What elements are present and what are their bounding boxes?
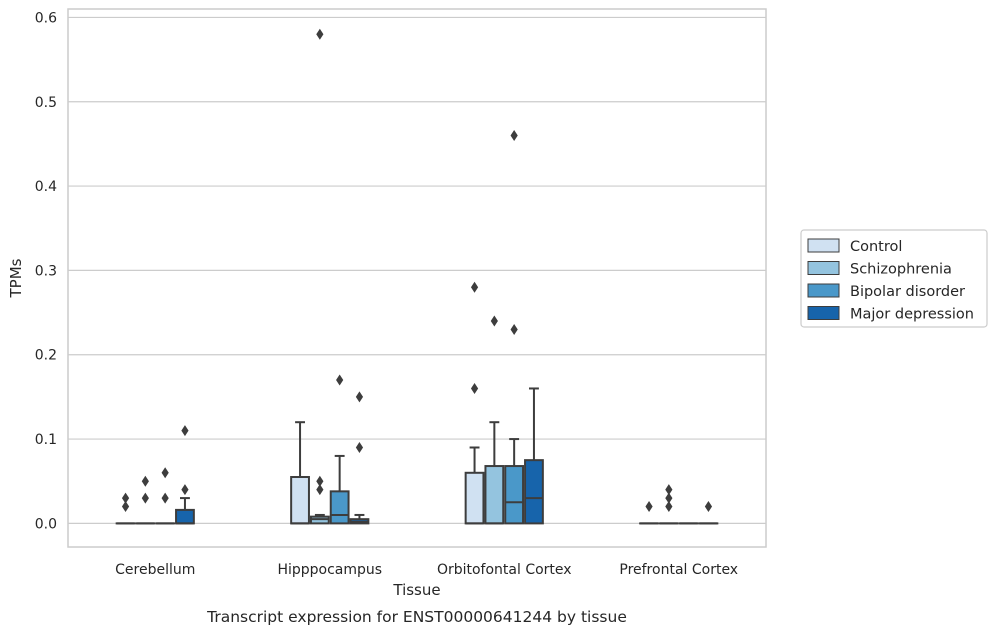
box-series xyxy=(115,28,719,525)
box-0-3 xyxy=(175,425,195,525)
outlier-point xyxy=(141,492,149,504)
box-1-0 xyxy=(290,421,310,525)
y-tick-label: 0.4 xyxy=(35,179,57,195)
box-3-0 xyxy=(639,501,659,525)
outlier-point xyxy=(161,492,169,504)
outlier-point xyxy=(121,501,130,513)
box-0-1 xyxy=(135,475,156,525)
outlier-point xyxy=(510,129,518,141)
outlier-point xyxy=(665,484,673,496)
box-body xyxy=(484,465,505,525)
legend-swatch xyxy=(807,261,840,275)
outlier-point xyxy=(121,492,130,504)
y-axis-ticks: 0.0 0.1 0.2 0.3 0.4 0.5 0.6 xyxy=(35,10,57,532)
x-tick-label: Orbitofontal Cortex xyxy=(437,562,572,578)
x-tick-label: Hipppocampus xyxy=(277,562,382,578)
legend-entry: Major depression xyxy=(850,307,974,323)
box-2-0 xyxy=(464,281,485,525)
outlier-point xyxy=(704,501,713,513)
box-1-1 xyxy=(309,28,330,525)
legend-entry: Schizophrenia xyxy=(850,262,952,278)
legend-entry: Control xyxy=(850,239,902,255)
outlier-point xyxy=(355,441,364,453)
legend: Control Schizophrenia Bipolar disorder Majo… xyxy=(800,229,988,328)
outlier-point xyxy=(181,425,189,437)
outlier-point xyxy=(181,484,189,496)
x-tick-label: Prefrontal Cortex xyxy=(619,562,738,578)
x-axis-ticks: Cerebellum Hipppocampus Orbitofontal Corte… xyxy=(115,562,738,578)
chart-caption: Transcript expression for ENST0000064124… xyxy=(206,608,627,626)
box-2-1 xyxy=(484,315,505,525)
outlier-point xyxy=(470,382,479,394)
box-3-1 xyxy=(658,484,679,525)
box-body xyxy=(504,465,525,525)
outlier-point xyxy=(355,391,364,403)
outlier-point xyxy=(645,501,653,513)
y-tick-label: 0.0 xyxy=(35,516,57,532)
x-tick-label: Cerebellum xyxy=(115,562,195,578)
box-1-2 xyxy=(329,374,350,525)
y-tick-label: 0.2 xyxy=(35,348,57,364)
box-body xyxy=(329,490,350,525)
y-tick-label: 0.5 xyxy=(35,95,57,111)
box-2-3 xyxy=(524,387,544,525)
outlier-point xyxy=(665,501,673,513)
outlier-point xyxy=(665,492,673,504)
box-2-2 xyxy=(504,129,525,525)
y-axis-label: TPMs xyxy=(7,258,25,298)
box-3-3 xyxy=(698,501,719,525)
box-body xyxy=(464,471,485,525)
box-body xyxy=(290,476,310,525)
outlier-point xyxy=(316,475,324,487)
box-body xyxy=(524,459,544,525)
grid-lines xyxy=(68,16,766,524)
legend-swatch xyxy=(807,306,840,320)
outlier-point xyxy=(336,374,344,386)
y-tick-label: 0.1 xyxy=(35,432,57,448)
y-tick-label: 0.6 xyxy=(35,10,57,26)
y-tick-label: 0.3 xyxy=(35,263,57,279)
outlier-point xyxy=(316,28,324,40)
outlier-point xyxy=(510,323,518,335)
plot-area-frame xyxy=(67,8,767,548)
legend-swatch xyxy=(807,238,840,253)
box-0-2 xyxy=(155,467,176,525)
legend-swatch xyxy=(807,283,840,298)
box-0-0 xyxy=(115,492,136,525)
outlier-point xyxy=(316,484,324,496)
legend-entry: Bipolar disorder xyxy=(850,284,965,300)
box-1-3 xyxy=(349,391,370,525)
outlier-point xyxy=(161,467,169,479)
outlier-point xyxy=(141,475,149,487)
box-body xyxy=(175,508,195,525)
legend-frame xyxy=(800,229,988,328)
outlier-point xyxy=(490,315,498,327)
outlier-point xyxy=(470,281,479,293)
x-axis-label: Tissue xyxy=(392,581,440,599)
